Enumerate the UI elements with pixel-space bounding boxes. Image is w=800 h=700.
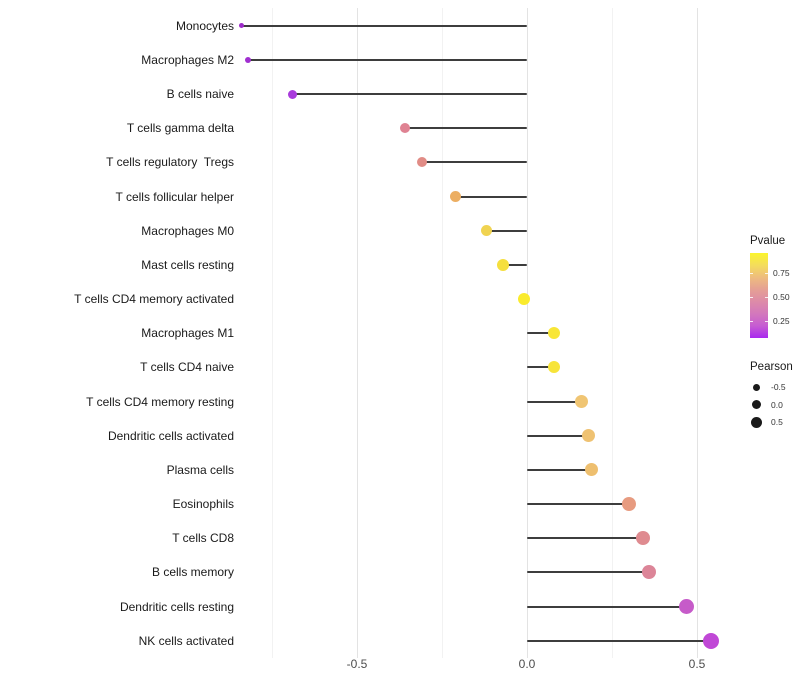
gridline-major bbox=[357, 8, 358, 658]
lollipop-stick bbox=[527, 332, 555, 335]
lollipop-dot bbox=[517, 293, 530, 306]
pearson-size-dot bbox=[752, 400, 761, 409]
pvalue-tick-mark bbox=[765, 272, 768, 274]
category-label: Dendritic cells resting bbox=[119, 599, 234, 614]
pearson-legend-title: Pearson bbox=[750, 361, 793, 373]
x-tick-label: 0.5 bbox=[688, 657, 706, 671]
category-label: T cells CD4 memory activated bbox=[74, 292, 234, 307]
pearson-size-dot bbox=[753, 383, 760, 391]
lollipop-dot bbox=[635, 531, 650, 546]
lollipop-dot bbox=[585, 463, 599, 477]
lollipop-stick bbox=[527, 571, 650, 574]
lollipop-stick bbox=[404, 127, 527, 130]
category-label: NK cells activated bbox=[138, 633, 234, 648]
category-label: T cells gamma delta bbox=[126, 121, 234, 136]
pearson-size-label: -0.5 bbox=[771, 382, 786, 392]
lollipop-stick bbox=[527, 366, 555, 369]
pvalue-tick-mark bbox=[765, 296, 768, 298]
category-label: Plasma cells bbox=[166, 462, 234, 477]
lollipop-stick bbox=[527, 605, 687, 608]
lollipop-dot bbox=[679, 599, 695, 614]
lollipop-stick bbox=[527, 468, 592, 471]
pvalue-tick-mark bbox=[750, 296, 753, 298]
lollipop-stick bbox=[292, 93, 527, 96]
category-label: Eosinophils bbox=[172, 497, 234, 511]
lollipop-dot bbox=[245, 56, 252, 63]
lollipop-stick bbox=[248, 58, 527, 61]
lollipop-stick bbox=[241, 24, 527, 27]
pvalue-tick-mark bbox=[750, 272, 753, 274]
lollipop-dot bbox=[548, 327, 561, 340]
lollipop-stick bbox=[421, 161, 527, 164]
category-label: T cells CD4 naive bbox=[140, 360, 234, 375]
lollipop-dot bbox=[399, 123, 410, 134]
lollipop-dot bbox=[702, 632, 719, 649]
gridline-minor bbox=[272, 8, 273, 658]
gridline-minor bbox=[442, 8, 443, 658]
lollipop-stick bbox=[527, 537, 643, 540]
pearson-size-label: 0.5 bbox=[771, 417, 783, 427]
lollipop-dot bbox=[581, 429, 595, 443]
lollipop-dot bbox=[548, 361, 561, 374]
category-label: T cells regulatory Tregs bbox=[106, 155, 234, 170]
lollipop-dot bbox=[622, 497, 636, 511]
pearson-size-dot bbox=[751, 416, 762, 428]
x-tick-label: 0.0 bbox=[518, 657, 536, 671]
lollipop-dot bbox=[416, 157, 427, 168]
lollipop-dot bbox=[574, 395, 588, 408]
lollipop-dot bbox=[480, 225, 492, 237]
category-label: B cells memory bbox=[151, 565, 234, 580]
pvalue-colorbar bbox=[750, 253, 768, 338]
plot-panel bbox=[238, 8, 742, 658]
lollipop-stick bbox=[527, 434, 589, 437]
lollipop-dot bbox=[287, 89, 297, 99]
pvalue-legend-title: Pvalue bbox=[750, 235, 786, 247]
lollipop-dot bbox=[497, 258, 510, 271]
lollipop-dot bbox=[238, 23, 244, 29]
category-label: Macrophages M1 bbox=[141, 326, 234, 341]
pvalue-tick-mark bbox=[765, 321, 768, 323]
pvalue-tick-label: 0.25 bbox=[773, 316, 790, 327]
lollipop-stick bbox=[527, 400, 582, 403]
category-label: Macrophages M0 bbox=[141, 223, 234, 238]
category-label: Mast cells resting bbox=[141, 257, 234, 272]
lollipop-stick bbox=[486, 229, 527, 232]
category-label: T cells CD4 memory resting bbox=[86, 394, 234, 409]
lollipop-stick bbox=[455, 195, 527, 198]
pvalue-tick-label: 0.50 bbox=[773, 291, 790, 302]
pearson-size-label: 0.0 bbox=[771, 399, 783, 410]
lollipop-stick bbox=[527, 503, 629, 505]
pvalue-tick-label: 0.75 bbox=[773, 267, 790, 278]
lollipop-stick bbox=[527, 639, 711, 642]
lollipop-dot bbox=[450, 191, 462, 203]
category-label: Dendritic cells activated bbox=[107, 428, 234, 443]
x-tick-label: -0.5 bbox=[346, 657, 368, 671]
category-label: Macrophages M2 bbox=[141, 52, 234, 67]
category-label: B cells naive bbox=[166, 87, 234, 102]
lollipop-dot bbox=[642, 565, 657, 580]
lollipop-stick bbox=[503, 263, 527, 266]
pvalue-tick-mark bbox=[750, 321, 753, 323]
category-label: Monocytes bbox=[175, 18, 234, 33]
gridline-minor bbox=[612, 8, 613, 658]
category-label: T cells follicular helper bbox=[115, 189, 235, 204]
gridline-major bbox=[697, 8, 698, 658]
category-label: T cells CD8 bbox=[172, 531, 234, 546]
